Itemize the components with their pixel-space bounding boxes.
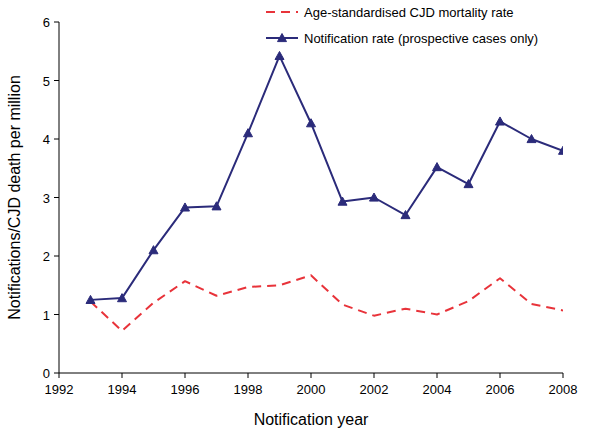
series-marker [181,203,190,211]
y-tick-label: 0 [43,366,50,381]
y-tick [54,197,59,198]
x-tick [122,373,123,378]
y-tick [54,256,59,257]
series-line [91,275,564,331]
legend-label: Notification rate (prospective cases onl… [304,31,538,46]
x-tick-label: 1998 [234,382,263,397]
series-marker [149,246,158,254]
y-tick [54,373,59,374]
plot-area [86,51,563,330]
x-tick [500,373,501,378]
y-tick [54,80,59,81]
series-marker [118,294,127,302]
x-tick [248,373,249,378]
x-tick-label: 2006 [486,382,515,397]
legend: Age-standardised CJD mortality rate Notif… [266,5,538,46]
x-tick [59,373,60,378]
x-tick [374,373,375,378]
legend-swatch [266,11,298,13]
y-tick [54,314,59,315]
series-marker [244,129,253,137]
x-axis-title: Notification year [254,411,369,428]
x-tick-label: 2008 [549,382,578,397]
y-tick-label: 6 [43,15,50,30]
series-line [91,56,564,300]
y-tick-label: 1 [43,308,50,323]
x-tick-label: 2000 [297,382,326,397]
y-tick-label: 4 [43,132,50,147]
series-marker [559,146,564,154]
series-marker [212,202,221,210]
x-tick [437,373,438,378]
series-marker [464,180,473,188]
x-tick-label: 2002 [360,382,389,397]
series-marker [338,197,347,205]
series-marker [370,193,379,201]
y-tick-label: 5 [43,74,50,89]
series-marker [401,211,410,219]
x-tick-label: 2004 [423,382,452,397]
series-marker [527,135,536,143]
y-tick [54,139,59,140]
x-tick [563,373,564,378]
series-marker [275,51,284,59]
series-marker [496,117,505,125]
y-tick [54,22,59,23]
legend-marker [278,34,287,42]
chart: 0 1 2 3 4 5 6 1992 1994 1996 1998 2000 2002 2004 2006 2… [0,0,602,441]
y-tick-label: 2 [43,249,50,264]
series-marker [86,295,95,303]
x-tick-label: 1994 [108,382,137,397]
y-tick-label: 3 [43,191,50,206]
x-tick [311,373,312,378]
x-tick [185,373,186,378]
x-tick-label: 1996 [171,382,200,397]
y-axis-title: Notifications/CJD death per million [6,75,23,320]
series-marker [307,119,316,127]
legend-label: Age-standardised CJD mortality rate [304,5,514,20]
series-marker [433,163,442,171]
x-tick-label: 1992 [45,382,74,397]
